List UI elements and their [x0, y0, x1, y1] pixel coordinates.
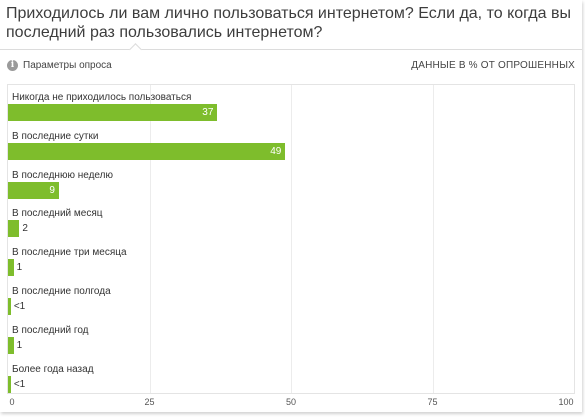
- x-tick-label: 0: [9, 397, 15, 407]
- category-label: В последние полгода: [12, 286, 111, 297]
- bar-value-label: <1: [13, 378, 26, 390]
- category-label: В последнюю неделю: [12, 169, 114, 181]
- bar[interactable]: [8, 181, 59, 199]
- divider-notch: [129, 43, 142, 56]
- category-label: Никогда не приходилось пользоваться: [12, 92, 192, 103]
- bar-value-label: 1: [16, 339, 23, 351]
- x-tick-label: 75: [427, 397, 438, 407]
- bar-chart: Никогда не приходилось пользоваться 37 В п…: [7, 84, 575, 394]
- bar[interactable]: [8, 142, 286, 160]
- gridline: [432, 85, 434, 393]
- poll-question-title: Приходилось ли вам лично пользоваться ин…: [6, 5, 571, 41]
- gridline: [291, 85, 292, 393]
- bar[interactable]: [8, 220, 20, 238]
- survey-params-link[interactable]: Параметры опроса: [23, 60, 112, 71]
- divider: [0, 49, 582, 50]
- bar[interactable]: [8, 336, 14, 354]
- category-label: Более года назад: [12, 363, 94, 375]
- bar-value-label: <1: [13, 301, 26, 312]
- bar[interactable]: [8, 259, 14, 277]
- bar-value-label: 1: [16, 262, 23, 274]
- bar[interactable]: [8, 298, 11, 315]
- category-label: В последние три месяца: [12, 247, 127, 259]
- x-tick-label: 100: [558, 397, 574, 407]
- category-label: В последний год: [12, 324, 89, 336]
- units-label: ДАННЫЕ В % ОТ ОПРОШЕННЫХ: [411, 60, 575, 71]
- info-icon[interactable]: i: [7, 60, 18, 71]
- bar[interactable]: [8, 104, 218, 121]
- bar-value-label: 9: [49, 184, 55, 196]
- x-tick-label: 25: [144, 397, 155, 407]
- bar-value-label: 2: [22, 223, 28, 235]
- bar-value-label: 37: [202, 107, 214, 118]
- category-label: В последний месяц: [12, 208, 103, 220]
- bar-value-label: 49: [270, 145, 282, 157]
- x-tick-label: 50: [285, 397, 297, 407]
- bar[interactable]: [8, 375, 11, 393]
- category-label: В последние сутки: [12, 130, 99, 142]
- gridline: [149, 85, 151, 393]
